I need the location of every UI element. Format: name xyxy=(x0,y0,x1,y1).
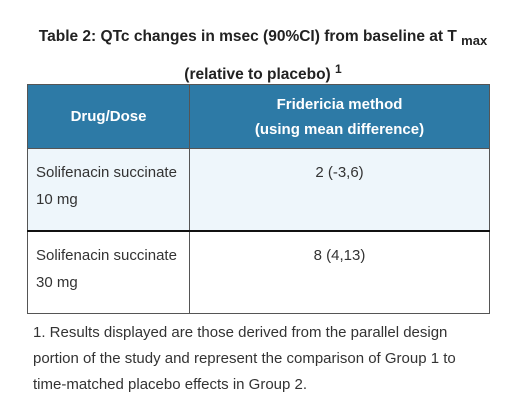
title-main: Table 2: QTc changes in msec (90%CI) fro… xyxy=(38,28,457,45)
header-row: Drug/Dose Fridericia method (using mean d… xyxy=(27,84,490,149)
cell: 8 (4,13) xyxy=(189,230,490,314)
header-cell: Drug/Dose xyxy=(27,84,190,149)
data-table: Drug/Dose Fridericia method (using mean d… xyxy=(27,84,490,314)
table-title: Table 2: QTc changes in msec (90%CI) fro… xyxy=(20,22,506,89)
title-subscript: max xyxy=(461,33,488,48)
table-row: Solifenacin succinate 10 mg 2 (-3,6) xyxy=(27,148,490,232)
title-line2: (relative to placebo) xyxy=(184,66,331,83)
cell: 2 (-3,6) xyxy=(189,148,490,232)
cell: Solifenacin succinate 30 mg xyxy=(27,230,190,314)
cell: Solifenacin succinate 10 mg xyxy=(27,148,190,232)
table-row: Solifenacin succinate 30 mg 8 (4,13) xyxy=(27,230,490,314)
footnote: 1. Results displayed are those derived f… xyxy=(33,324,456,393)
header-text: Fridericia method xyxy=(276,95,403,113)
header-cell: Fridericia method (using mean difference) xyxy=(189,84,490,149)
title-superscript: 1 xyxy=(335,62,342,76)
header-text: (using mean difference) xyxy=(254,120,425,138)
